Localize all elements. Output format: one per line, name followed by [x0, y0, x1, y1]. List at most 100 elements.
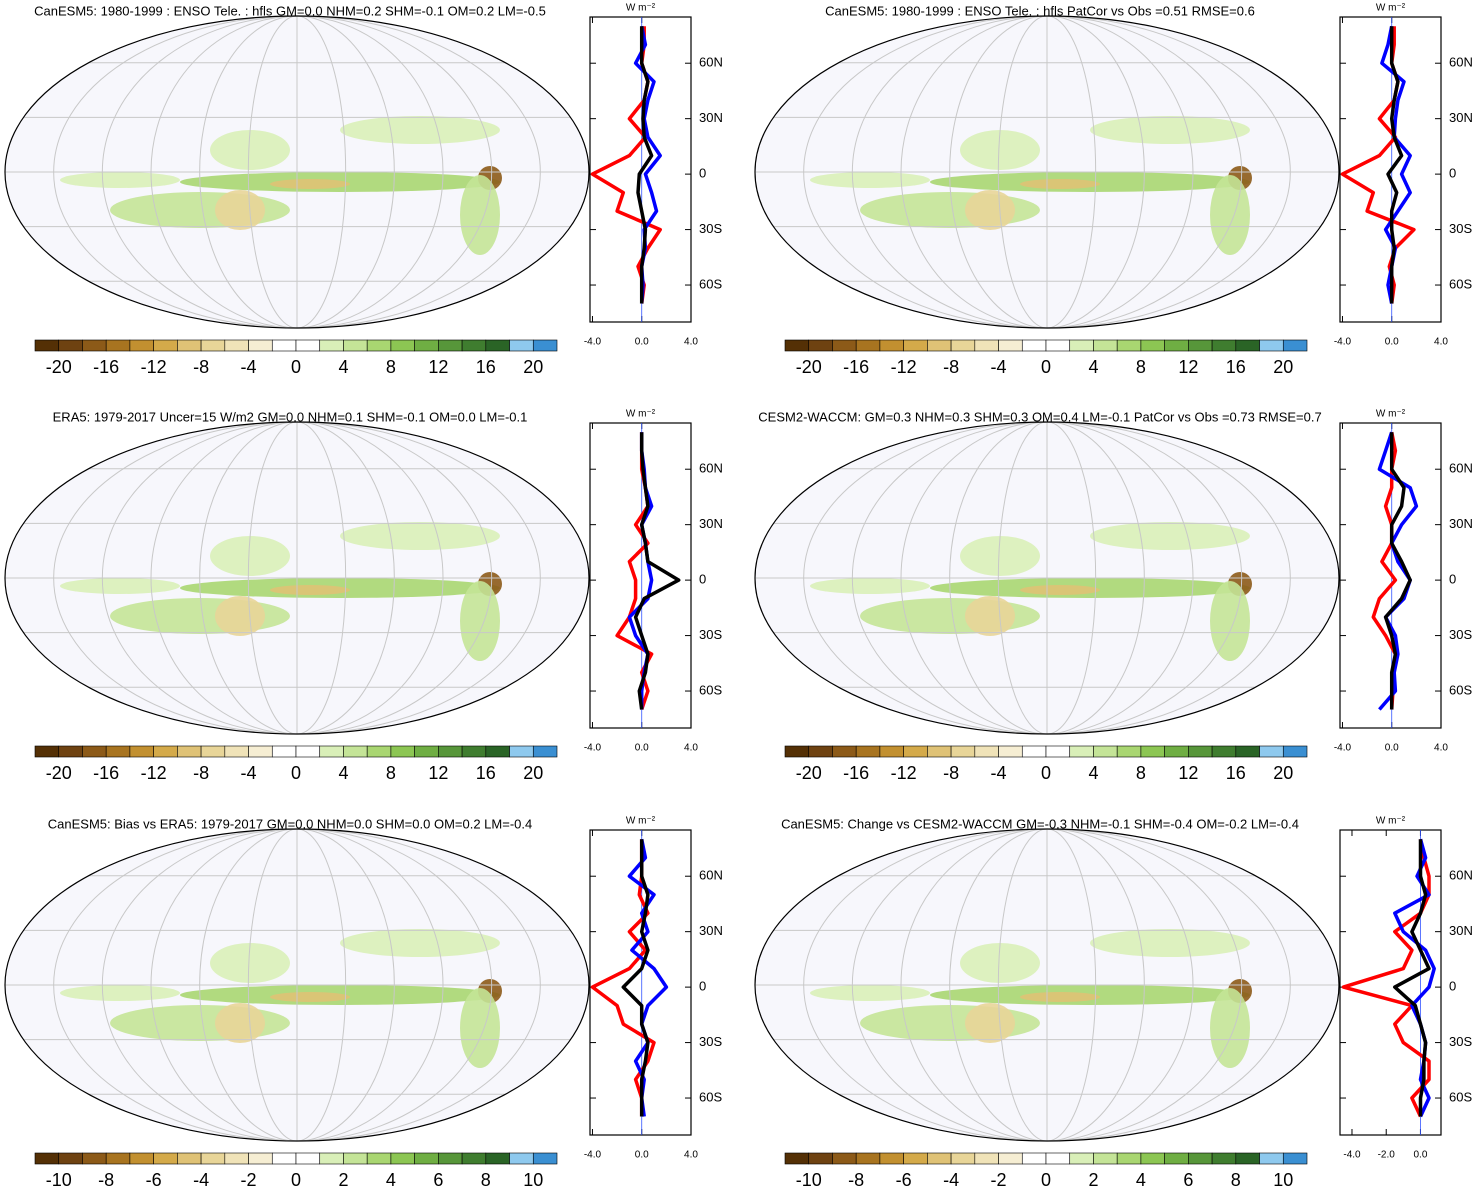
colorbar-label: 12 — [428, 763, 448, 783]
profile-line — [621, 839, 650, 1117]
y-tick-label: 60N — [1449, 461, 1473, 476]
colorbar-box — [950, 1152, 976, 1165]
colorbar-box — [461, 1152, 487, 1165]
colorbar-box — [1282, 339, 1308, 352]
colorbar-box — [1116, 745, 1142, 758]
colorbar-label: 0 — [1041, 1170, 1051, 1187]
y-tick-label: 30S — [1449, 627, 1472, 642]
colorbar-box — [927, 745, 952, 758]
colorbar-box — [129, 745, 154, 758]
globe-outline — [754, 828, 1340, 1142]
panel: CanESM5: Bias vs ERA5: 1979-2017 GM=0.0 … — [4, 816, 723, 1187]
panel: CanESM5: 1980-1999 : ENSO Tele. : hfls P… — [754, 3, 1473, 377]
colorbar-box — [485, 339, 510, 352]
x-tick-label: 4.0 — [684, 1150, 698, 1161]
colorbar-box — [319, 745, 344, 758]
colorbar-box — [343, 339, 368, 352]
colorbar-label: -16 — [93, 357, 119, 377]
colorbar-box — [532, 745, 558, 758]
colorbar-box — [153, 745, 178, 758]
profile-line — [636, 26, 654, 304]
colorbar-label: 0 — [1041, 357, 1051, 377]
colorbar-label: 12 — [1178, 763, 1198, 783]
x-tick-label: -4.0 — [1343, 1150, 1361, 1161]
colorbar-box — [855, 745, 881, 758]
map-patch — [60, 985, 180, 1001]
map-patch — [810, 578, 930, 594]
colorbar-box — [1211, 745, 1237, 758]
map-patch — [210, 536, 290, 576]
colorbar-box — [1259, 745, 1284, 758]
colorbar-box — [177, 745, 202, 758]
colorbar-label: 16 — [476, 357, 496, 377]
colorbar-box — [1093, 339, 1118, 352]
unit-label: W m⁻² — [626, 3, 656, 14]
colorbar-label: 4 — [1088, 357, 1098, 377]
colorbar-box — [509, 1152, 534, 1165]
colorbar-box — [271, 1152, 297, 1165]
colorbar-label: 4 — [1136, 1170, 1146, 1187]
colorbar-box — [950, 745, 976, 758]
colorbar-box — [366, 745, 392, 758]
colorbar-box — [82, 745, 107, 758]
profile-line — [1340, 26, 1416, 304]
y-tick-label: 30N — [699, 923, 723, 938]
panel: ERA5: 1979-2017 Uncer=15 W/m2 GM=0.0 NHM… — [4, 409, 723, 783]
colorbar-label: -8 — [98, 1170, 114, 1187]
colorbar-label: -16 — [843, 357, 869, 377]
colorbar-label: -12 — [891, 357, 917, 377]
colorbar-label: 4 — [338, 763, 348, 783]
colorbar-box — [1211, 339, 1237, 352]
colorbar-label: -8 — [193, 763, 209, 783]
map-field — [810, 522, 1252, 661]
x-tick-label: 0.0 — [1385, 743, 1399, 754]
colorbar-label: 10 — [1273, 1170, 1293, 1187]
colorbar-box — [1188, 339, 1213, 352]
colorbar-box — [438, 339, 463, 352]
colorbar-box — [105, 745, 131, 758]
colorbar-label: -10 — [46, 1170, 72, 1187]
y-tick-label: 0 — [699, 572, 706, 587]
map-patch — [1020, 179, 1100, 189]
colorbar-box — [58, 1152, 83, 1165]
colorbar-box — [903, 1152, 928, 1165]
x-tick-label: -4.0 — [1334, 337, 1352, 348]
colorbar-box — [832, 1152, 857, 1165]
x-tick-label: 0.0 — [635, 743, 649, 754]
colorbar-label: 0 — [291, 1170, 301, 1187]
colorbar-box — [129, 339, 154, 352]
colorbar-label: -4 — [241, 357, 257, 377]
colorbar-label: 2 — [1088, 1170, 1098, 1187]
map-patch — [965, 1003, 1015, 1043]
panel-title: CanESM5: 1980-1999 : ENSO Tele. : hfls G… — [34, 3, 546, 18]
colorbar-box — [784, 339, 810, 352]
colorbar-box — [903, 339, 928, 352]
colorbar-box — [950, 339, 976, 352]
colorbar-box — [271, 339, 297, 352]
profile-line — [633, 432, 681, 710]
map — [754, 828, 1340, 1142]
y-tick-label: 60S — [1449, 1089, 1472, 1104]
colorbar-label: 6 — [433, 1170, 443, 1187]
colorbar-box — [366, 339, 392, 352]
colorbar-box — [438, 745, 463, 758]
colorbar-box — [1093, 1152, 1118, 1165]
colorbar-label: -16 — [843, 763, 869, 783]
panel-title: CanESM5: Bias vs ERA5: 1979-2017 GM=0.0 … — [48, 816, 532, 831]
colorbar-box — [271, 745, 297, 758]
unit-label: W m⁻² — [1376, 409, 1406, 420]
colorbar-box — [200, 745, 226, 758]
colorbar-box — [974, 745, 999, 758]
colorbar-label: 8 — [1136, 357, 1146, 377]
x-tick-label: -4.0 — [1334, 743, 1352, 754]
colorbar-box — [1282, 745, 1308, 758]
colorbar-box — [1140, 745, 1165, 758]
colorbar-box — [224, 1152, 249, 1165]
y-tick-label: 60S — [699, 682, 722, 697]
colorbar-label: -12 — [141, 763, 167, 783]
colorbar-label: -2 — [991, 1170, 1007, 1187]
profile-frame — [589, 829, 692, 1136]
colorbar-box — [177, 1152, 202, 1165]
